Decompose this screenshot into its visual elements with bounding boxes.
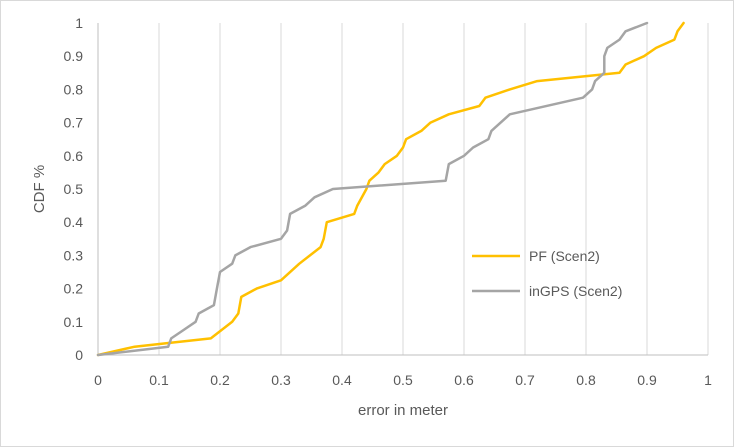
x-tick-label: 0.3 <box>271 372 291 388</box>
tick-labels: 0 0.1 0.2 0.3 0.4 0.5 0.6 0.7 0.8 0.9 1 0 0.1 0.2 0.3 0… <box>64 15 713 388</box>
y-tick-label: 0.3 <box>64 247 84 263</box>
legend-label: PF (Scen2) <box>529 248 600 264</box>
y-axis-title: CDF % <box>31 165 48 213</box>
axes <box>97 23 708 356</box>
y-tick-label: 0.9 <box>64 48 84 64</box>
x-tick-label: 0.8 <box>576 372 596 388</box>
x-axis-title: error in meter <box>358 402 448 419</box>
y-tick-label: 0.8 <box>64 81 84 97</box>
x-tick-label: 0.1 <box>149 372 169 388</box>
x-tick-label: 0.4 <box>332 372 352 388</box>
legend-label: inGPS (Scen2) <box>529 283 622 299</box>
y-tick-label: 0 <box>75 347 83 363</box>
series-line-ingps <box>96 21 649 357</box>
y-tick-label: 0.2 <box>64 281 84 297</box>
x-tick-label: 0.6 <box>454 372 474 388</box>
x-tick-label: 1 <box>704 372 712 388</box>
y-tick-label: 1 <box>75 15 83 31</box>
y-tick-label: 0.5 <box>64 181 84 197</box>
y-tick-label: 0.7 <box>64 115 84 131</box>
x-tick-label: 0 <box>94 372 102 388</box>
series-lines <box>96 21 685 357</box>
x-tick-label: 0.7 <box>515 372 535 388</box>
series-line-pf <box>96 21 685 357</box>
y-tick-label: 0.1 <box>64 314 84 330</box>
y-tick-label: 0.6 <box>64 148 84 164</box>
x-tick-label: 0.5 <box>393 372 413 388</box>
x-tick-label: 0.2 <box>210 372 230 388</box>
legend: PF (Scen2) inGPS (Scen2) <box>472 248 622 299</box>
gridlines <box>158 23 709 355</box>
y-tick-label: 0.4 <box>64 214 84 230</box>
x-tick-label: 0.9 <box>637 372 657 388</box>
